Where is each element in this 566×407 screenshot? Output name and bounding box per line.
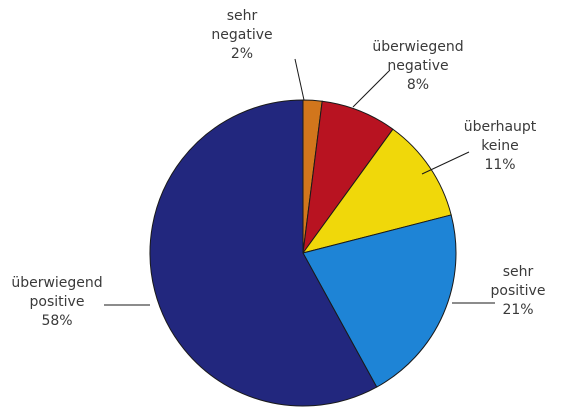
leader-lines	[104, 58, 495, 306]
leader-line-ueberhaupt-keine	[421, 151, 470, 175]
slice-label-sehr-negative: sehr negative 2%	[211, 8, 272, 62]
pie-slice-ueberwiegend-positive	[149, 99, 378, 407]
leader-line-sehr-negative	[294, 58, 305, 101]
pie-slice-ueberhaupt-keine	[301, 128, 452, 254]
slice-label-ueberwiegend-positive: überwiegend positive 58%	[11, 275, 102, 329]
slice-labels: sehr negative 2% überwiegend negative 8%überh…	[11, 8, 545, 329]
pie-slice-sehr-positive	[302, 214, 457, 388]
slice-label-ueberwiegend-negative: überwiegend negative 8%	[372, 39, 463, 93]
slice-label-sehr-positive: sehr positive 21%	[491, 264, 546, 318]
slice-label-ueberhaupt-keine: überhaupt keine 11%	[464, 119, 537, 173]
pie-slices	[149, 99, 457, 407]
leader-line-ueberwiegend-negative	[352, 69, 391, 108]
